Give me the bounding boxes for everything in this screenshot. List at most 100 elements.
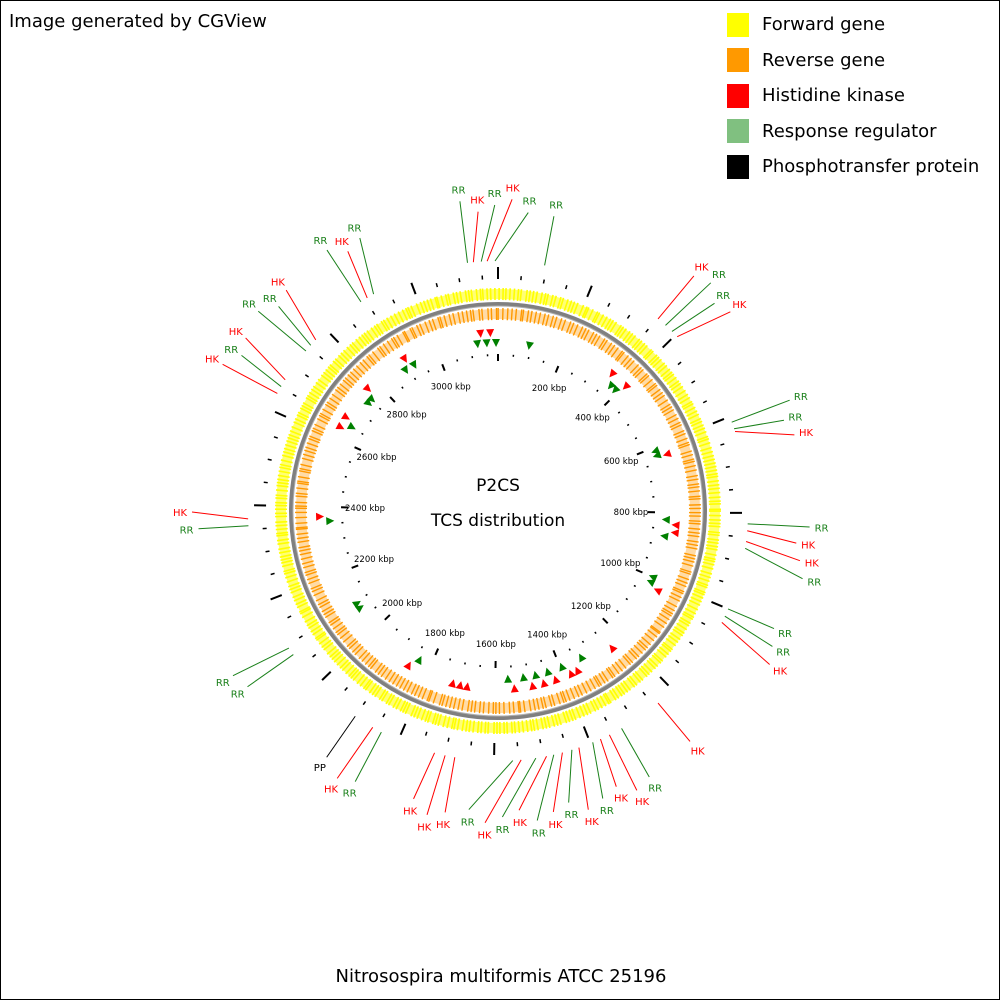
ruler-tick-label: 1400 kbp	[527, 631, 567, 641]
rr-label: RR	[242, 300, 256, 311]
forward-gene	[488, 722, 489, 734]
reverse-gene	[509, 702, 510, 714]
rr-marker	[576, 652, 587, 663]
outer-tick	[627, 315, 629, 318]
hk-label: HK	[506, 183, 521, 194]
rr-label: RR	[461, 818, 475, 829]
rr-marker	[347, 422, 358, 433]
rr-label: RR	[776, 648, 790, 659]
outer-tick	[584, 727, 588, 738]
outer-tick	[562, 734, 563, 738]
pp-label: PP	[314, 763, 326, 774]
callout-line	[279, 306, 311, 345]
hk-label: HK	[513, 818, 528, 829]
forward-gene	[275, 498, 287, 499]
ruler-tick-label: 1600 kbp	[476, 640, 516, 650]
hk-label: HK	[229, 327, 244, 338]
outer-tick	[459, 278, 460, 282]
callout-line	[487, 199, 512, 261]
outer-tick	[320, 356, 323, 359]
reverse-gene	[482, 309, 483, 321]
callout-line	[355, 732, 381, 782]
ruler-tick	[595, 632, 596, 634]
callout-line	[553, 753, 562, 812]
outer-tick	[436, 283, 437, 287]
hk-marker	[606, 369, 617, 380]
callout-line	[746, 542, 800, 561]
callout-line	[593, 742, 603, 798]
hk-label: HK	[805, 559, 820, 570]
forward-gene	[485, 722, 486, 734]
outer-tick	[676, 660, 679, 663]
forward-gene	[276, 490, 288, 491]
outer-tick	[719, 580, 723, 581]
rr-label: RR	[488, 189, 502, 200]
hk-label: HK	[403, 806, 418, 817]
ruler-tick	[349, 462, 351, 463]
outer-tick	[401, 724, 406, 735]
outer-tick	[448, 738, 449, 742]
rr-label: RR	[216, 678, 230, 689]
rr-marker	[473, 340, 482, 349]
outer-tick	[266, 551, 270, 552]
rr-label: RR	[532, 828, 546, 839]
rr-label: RR	[565, 810, 579, 821]
callout-line	[192, 512, 248, 519]
callout-line	[223, 364, 278, 393]
ruler-tick	[347, 553, 349, 554]
rr-label: RR	[788, 413, 802, 424]
hk-label: HK	[271, 277, 286, 288]
ruler-tick-label: 2800 kbp	[387, 410, 427, 420]
rr-label: RR	[549, 200, 563, 211]
hk-label: HK	[205, 355, 220, 366]
ruler-tick	[543, 361, 544, 363]
forward-gene	[276, 495, 288, 496]
outer-tick	[299, 636, 302, 638]
reverse-gene	[689, 499, 701, 500]
outer-tick	[313, 655, 316, 657]
ruler-tick	[626, 599, 628, 600]
reverse-gene	[689, 521, 701, 522]
forward-gene	[709, 523, 721, 524]
forward-gene	[507, 722, 508, 734]
hk-marker	[551, 674, 561, 684]
rr-label: RR	[778, 629, 792, 640]
hk-marker	[671, 521, 680, 530]
ruler-tick	[604, 400, 609, 405]
ruler-tick	[435, 649, 438, 655]
hk-marker	[399, 354, 410, 365]
rr-marker	[543, 666, 553, 676]
ruler-tick	[457, 359, 458, 361]
rr-marker	[400, 365, 411, 376]
forward-gene	[275, 525, 287, 526]
ruler-tick	[617, 611, 619, 612]
rr-label: RR	[712, 270, 726, 281]
ruler-tick	[646, 557, 648, 558]
ruler-tick	[366, 594, 368, 595]
ruler-tick-label: 3000 kbp	[431, 383, 471, 393]
callout-line	[569, 750, 572, 803]
outer-tick	[330, 334, 338, 343]
rr-label: RR	[648, 783, 662, 794]
forward-gene	[514, 721, 515, 733]
ruler-tick-label: 400 kbp	[575, 413, 610, 423]
hk-label: HK	[773, 666, 788, 677]
ruler-tick	[450, 659, 451, 661]
reverse-gene	[488, 308, 489, 320]
callout-line	[722, 622, 770, 664]
outer-tick	[293, 394, 296, 396]
outer-tick	[353, 324, 355, 327]
outer-tick	[703, 401, 707, 403]
hk-marker	[510, 684, 519, 693]
ruler-tick	[390, 397, 395, 402]
ruler-tick	[402, 387, 403, 389]
forward-gene	[708, 492, 720, 493]
callout-line	[672, 303, 715, 331]
hk-label: HK	[695, 263, 710, 274]
rr-label: RR	[600, 806, 614, 817]
reverse-gene	[295, 523, 307, 524]
rr-marker	[492, 339, 500, 347]
outer-tick	[587, 286, 592, 297]
callout-line	[677, 312, 730, 337]
